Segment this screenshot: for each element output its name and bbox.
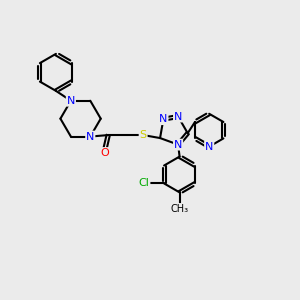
- Text: N: N: [174, 112, 182, 122]
- Text: CH₃: CH₃: [170, 204, 189, 214]
- Text: O: O: [100, 148, 109, 158]
- Text: N: N: [86, 132, 94, 142]
- Text: Cl: Cl: [139, 178, 149, 188]
- Text: S: S: [140, 130, 147, 140]
- Text: N: N: [205, 142, 213, 152]
- Text: N: N: [67, 96, 75, 106]
- Text: N: N: [174, 140, 182, 150]
- Text: N: N: [159, 114, 168, 124]
